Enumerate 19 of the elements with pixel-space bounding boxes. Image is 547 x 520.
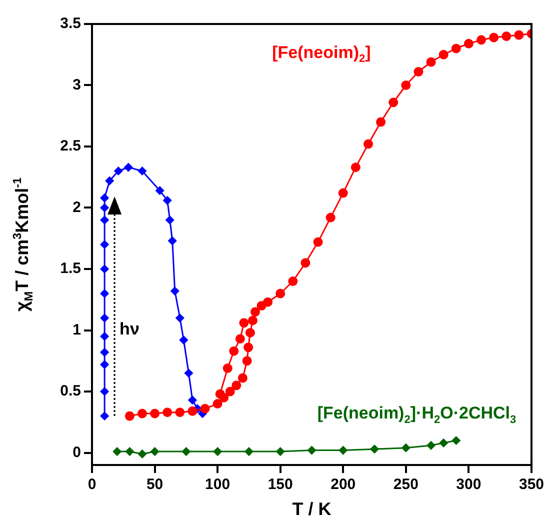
x-tick-label: 0: [88, 476, 96, 494]
y-tick-label: 2.5: [60, 138, 81, 155]
x-tick-label: 150: [268, 476, 293, 494]
annotation: hν: [120, 320, 140, 338]
x-tick-label: 200: [330, 476, 356, 494]
x-tick-label: 250: [393, 476, 418, 494]
x-tick-label: 350: [518, 476, 544, 494]
y-tick-label: 3.5: [60, 15, 81, 32]
y-tick-label: 0.5: [60, 382, 81, 400]
y-axis-title: χMT / cm3Kmol-1: [10, 177, 36, 312]
x-tick-label: 300: [456, 476, 482, 494]
y-tick-label: 1.5: [60, 260, 81, 278]
x-tick-label: 100: [205, 476, 230, 494]
y-tick-label: 1: [72, 321, 81, 338]
x-axis-title: T / K: [292, 499, 332, 519]
y-tick-label: 3: [72, 76, 81, 94]
x-tick-label: 50: [146, 476, 164, 494]
y-tick-label: 2: [72, 198, 81, 216]
y-tick-label: 0: [72, 444, 81, 461]
